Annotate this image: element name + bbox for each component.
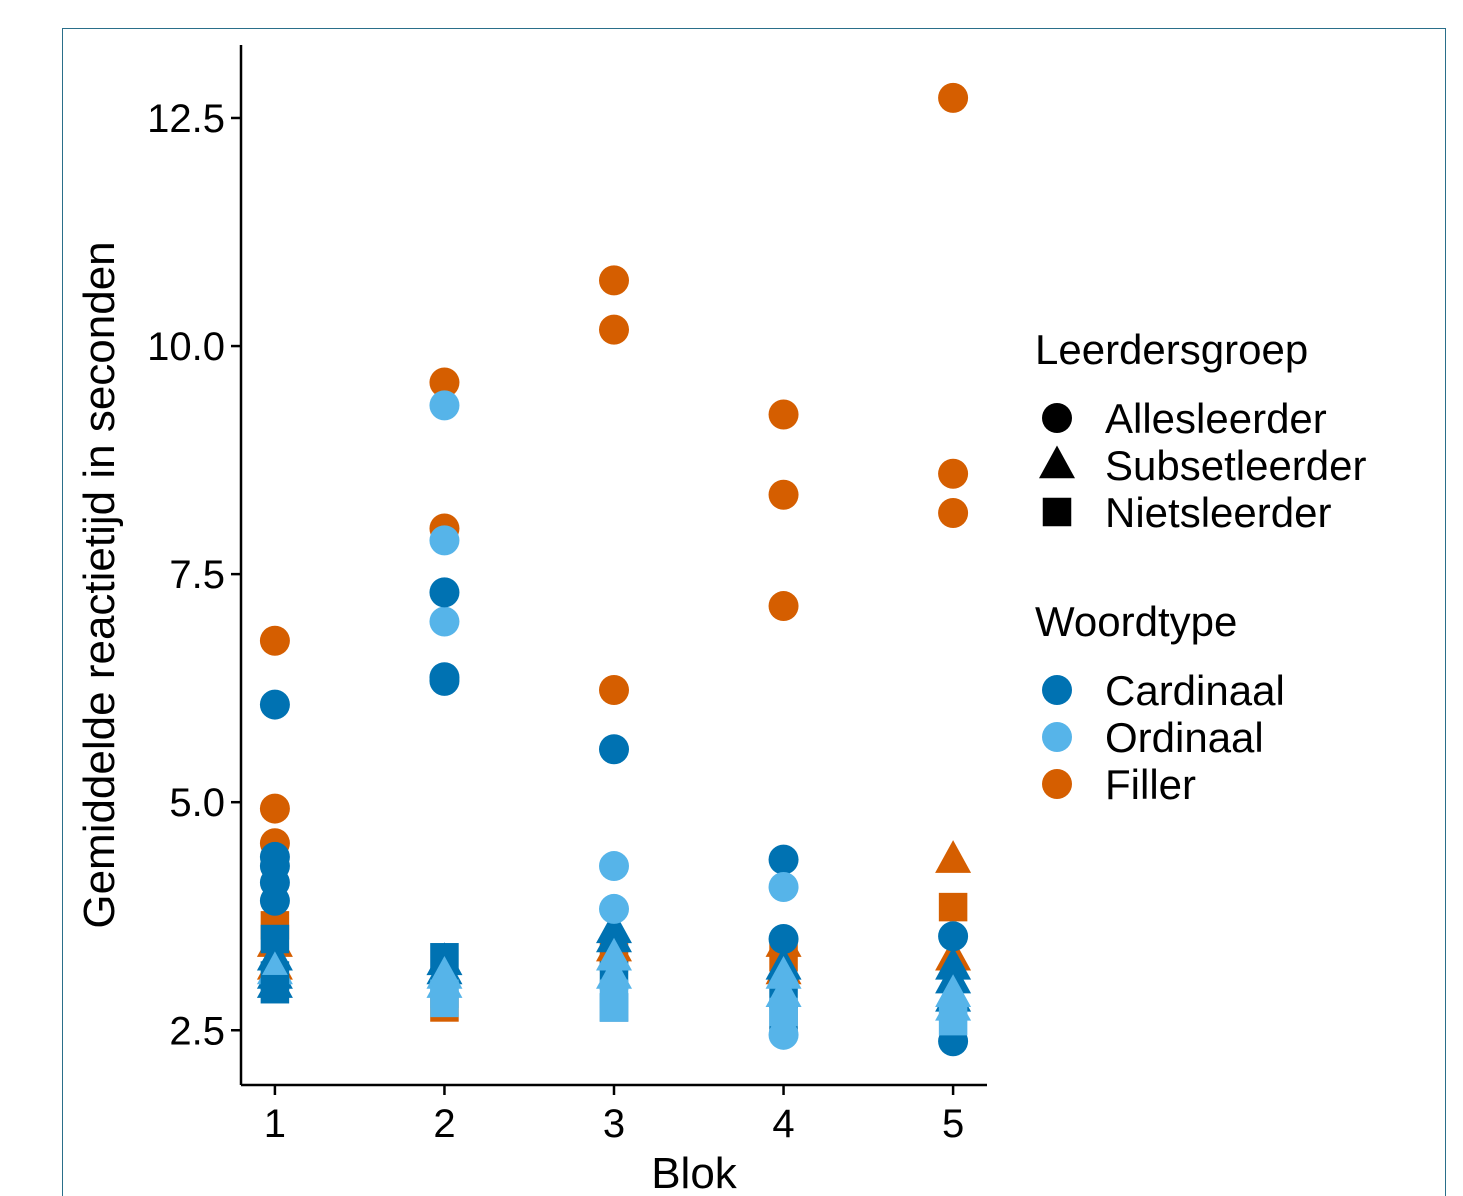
- data-point: [938, 892, 968, 922]
- data-point: [259, 689, 290, 720]
- x-tick-label: 4: [772, 1102, 794, 1146]
- legend-key-circle-icon: [1042, 722, 1072, 752]
- legend-key-triangle-icon: [1039, 445, 1075, 479]
- y-tick-label: 10.0: [147, 325, 225, 369]
- data-point: [938, 1006, 968, 1036]
- legend: Leerdersgroep AllesleerderSubsetleerderN…: [1035, 326, 1367, 808]
- legend-label: Cardinaal: [1105, 667, 1285, 714]
- legend-key-circle-icon: [1042, 403, 1072, 433]
- data-point: [596, 919, 632, 953]
- data-point: [599, 993, 629, 1022]
- legend-label: Allesleerder: [1105, 395, 1327, 442]
- x-axis-title: Blok: [651, 1149, 738, 1196]
- data-point: [599, 314, 629, 345]
- legend-label: Ordinaal: [1105, 714, 1264, 761]
- x-axis-ticks: 1 2 3 4 5: [264, 1085, 964, 1146]
- y-axis-title: Gemiddelde reactietijd in seconden: [75, 241, 124, 928]
- data-point: [938, 82, 969, 113]
- data-point: [938, 498, 969, 528]
- data-point: [768, 399, 799, 430]
- legend-entry-filler: Filler: [1042, 761, 1196, 808]
- data-point: [765, 955, 802, 989]
- legend-label: Filler: [1105, 761, 1196, 808]
- data-point: [768, 591, 799, 622]
- data-point: [429, 525, 460, 556]
- legend-key-square-icon: [1042, 497, 1072, 527]
- legend-entry-subsetleerder: Subsetleerder: [1039, 442, 1367, 489]
- x-tick-label: 2: [433, 1102, 455, 1146]
- legend-entry-nietsleerder: Nietsleerder: [1042, 489, 1331, 536]
- data-point: [768, 479, 799, 510]
- data-point: [768, 872, 799, 903]
- data-point: [938, 458, 969, 489]
- data-point: [599, 674, 629, 705]
- y-axis-ticks: 2.5 5.0 7.5 10.0 12.5: [147, 97, 241, 1053]
- data-point: [260, 974, 290, 1004]
- data-point: [599, 851, 629, 882]
- data-point: [768, 1019, 799, 1050]
- figure-frame: [62, 28, 1446, 1196]
- legend-entry-allesleerder: Allesleerder: [1042, 395, 1327, 442]
- data-point: [259, 625, 290, 656]
- data-points: [256, 82, 972, 1057]
- y-tick-label: 2.5: [169, 1009, 225, 1053]
- legend-label: Subsetleerder: [1105, 442, 1367, 489]
- legend-title-leerdersgroep: Leerdersgroep: [1035, 326, 1308, 373]
- legend-entry-cardinaal: Cardinaal: [1042, 667, 1285, 714]
- data-point: [935, 840, 972, 873]
- data-point: [429, 665, 460, 696]
- data-point: [938, 921, 969, 952]
- data-point: [768, 844, 799, 875]
- data-point: [259, 885, 290, 916]
- data-point: [599, 893, 629, 924]
- x-tick-label: 1: [264, 1102, 286, 1146]
- data-point: [596, 937, 632, 971]
- legend-key-circle-icon: [1042, 769, 1072, 799]
- data-point: [429, 390, 460, 421]
- x-tick-label: 5: [942, 1102, 964, 1146]
- data-point: [599, 265, 629, 296]
- legend-key-circle-icon: [1042, 675, 1072, 705]
- data-point: [429, 367, 460, 398]
- legend-entry-ordinaal: Ordinaal: [1042, 714, 1264, 761]
- data-point: [599, 734, 629, 765]
- y-tick-label: 5.0: [169, 781, 225, 825]
- legend-label: Nietsleerder: [1105, 489, 1331, 536]
- data-point: [430, 988, 459, 1018]
- data-point: [259, 793, 290, 824]
- x-tick-label: 3: [603, 1102, 625, 1146]
- data-point: [768, 924, 799, 955]
- y-tick-label: 7.5: [169, 553, 225, 597]
- data-point: [429, 606, 460, 637]
- y-tick-label: 12.5: [147, 97, 225, 141]
- data-point: [429, 577, 460, 608]
- legend-title-woordtype: Woordtype: [1035, 598, 1237, 645]
